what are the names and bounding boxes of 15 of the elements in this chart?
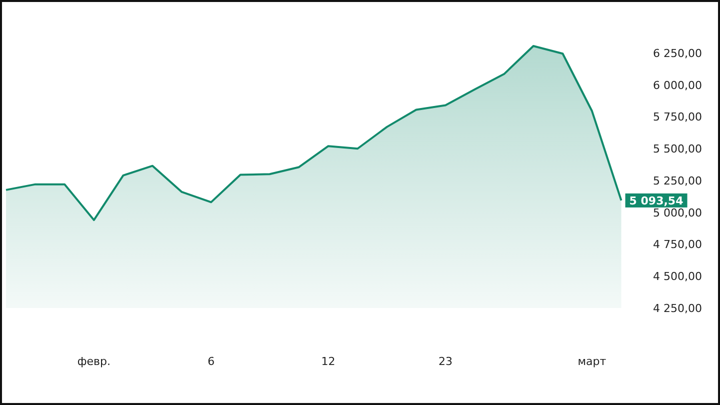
x-tick-label: 6: [208, 354, 215, 368]
x-tick-label: март: [578, 354, 607, 368]
y-tick-label: 5 750,00: [653, 110, 702, 124]
x-tick-label: 12: [321, 354, 336, 368]
y-tick-label: 4 250,00: [653, 302, 702, 315]
y-tick-label: 5 250,00: [653, 174, 702, 188]
y-tick-label: 6 250,00: [653, 46, 702, 60]
x-tick-label: февр.: [77, 354, 110, 368]
y-tick-label: 4 750,00: [653, 238, 702, 252]
y-tick-label: 4 500,00: [653, 270, 702, 284]
y-tick-label: 6 000,00: [653, 78, 702, 92]
y-tick-label: 5 000,00: [653, 206, 702, 220]
data-label: 5 093,54: [629, 194, 684, 208]
y-tick-label: 5 500,00: [653, 142, 702, 156]
x-tick-label: 23: [438, 354, 452, 368]
